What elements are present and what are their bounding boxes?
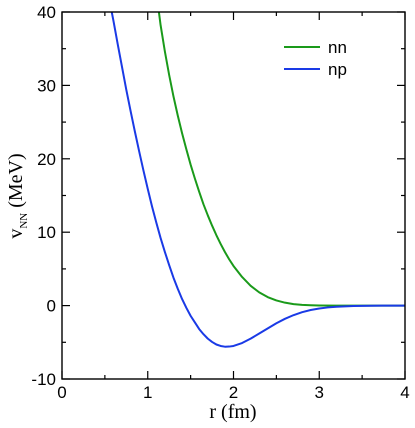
x-axis-label: r (fm) xyxy=(209,401,256,423)
ticks-layer xyxy=(61,11,406,380)
x-tick-label: 3 xyxy=(315,383,324,402)
y-axis-label-main: v xyxy=(5,229,27,239)
legend: nn np xyxy=(284,38,347,79)
x-tick-label: 2 xyxy=(229,383,238,402)
legend-label-np: np xyxy=(328,60,347,79)
x-tick-label: 1 xyxy=(143,383,152,402)
y-tick-label: 0 xyxy=(47,297,56,316)
y-axis-label-unit: (MeV) xyxy=(5,153,27,212)
y-axis-label: vNN (MeV) xyxy=(5,153,30,238)
x-tick-label: 0 xyxy=(57,383,66,402)
y-axis-label-subscript: NN xyxy=(18,213,30,229)
x-tick-label: 4 xyxy=(400,383,409,402)
series-layer xyxy=(110,12,405,348)
y-tick-label: 30 xyxy=(37,76,56,95)
y-tick-label: 20 xyxy=(37,150,56,169)
y-tick-label: 40 xyxy=(37,3,56,22)
legend-label-nn: nn xyxy=(328,38,347,57)
series-line-np xyxy=(110,12,405,348)
y-tick-label: 10 xyxy=(37,223,56,242)
series-line-nn xyxy=(157,12,405,307)
plot-frame xyxy=(61,11,406,380)
y-tick-label: -10 xyxy=(31,370,56,389)
